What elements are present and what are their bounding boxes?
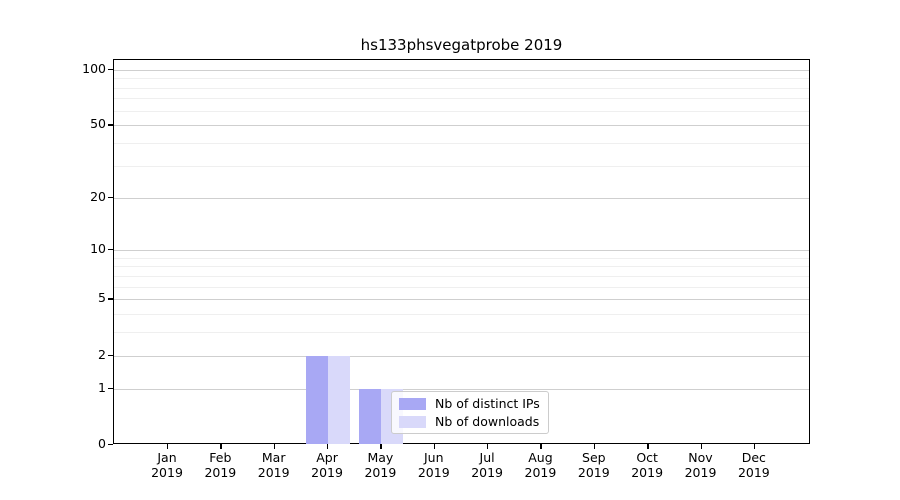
x-tick-mark bbox=[220, 444, 222, 449]
legend-label-distinct-ips: Nb of distinct IPs bbox=[435, 396, 540, 411]
gridline-minor bbox=[114, 98, 809, 100]
gridline-minor bbox=[114, 266, 809, 268]
y-tick-label: 2 bbox=[98, 346, 106, 362]
y-tick-label: 0 bbox=[98, 436, 106, 451]
x-tick-label: Nov 2019 bbox=[669, 450, 733, 480]
x-tick-year: 2019 bbox=[471, 465, 503, 480]
x-tick-mark bbox=[700, 444, 702, 449]
x-tick-label: Feb 2019 bbox=[188, 450, 252, 480]
x-tick-month: Aug bbox=[528, 450, 553, 465]
gridline-minor bbox=[114, 143, 809, 145]
gridline-minor bbox=[114, 332, 809, 334]
x-tick-year: 2019 bbox=[311, 465, 343, 480]
x-tick-label: Oct 2019 bbox=[615, 450, 679, 480]
gridline-major bbox=[114, 250, 809, 252]
x-tick-label: Apr 2019 bbox=[295, 450, 359, 480]
x-tick-month: Sep bbox=[582, 450, 606, 465]
y-tick-mark bbox=[108, 298, 113, 300]
legend-swatch-distinct-ips bbox=[399, 397, 426, 410]
x-tick-year: 2019 bbox=[737, 465, 770, 480]
x-tick-mark bbox=[327, 444, 329, 449]
gridline-major bbox=[114, 125, 809, 127]
bar-nb-of-downloads bbox=[328, 355, 351, 444]
gridline-minor bbox=[114, 275, 809, 277]
legend-item-distinct-ips: Nb of distinct IPs bbox=[399, 396, 540, 411]
x-tick-year: 2019 bbox=[364, 465, 397, 480]
x-tick-month: May bbox=[367, 450, 394, 465]
y-tick-mark bbox=[108, 444, 113, 446]
x-tick-mark bbox=[540, 444, 542, 449]
legend-swatch-downloads bbox=[399, 415, 426, 428]
gridline-major bbox=[114, 197, 809, 199]
legend: Nb of distinct IPs Nb of downloads bbox=[391, 391, 549, 434]
gridline-minor bbox=[114, 286, 809, 288]
bar-nb-of-distinct-ips bbox=[306, 355, 329, 444]
x-tick-month: Apr bbox=[316, 450, 338, 465]
y-tick-mark bbox=[108, 68, 113, 71]
gridline-minor bbox=[114, 78, 809, 80]
x-tick-year: 2019 bbox=[577, 465, 610, 480]
x-tick-month: Jul bbox=[479, 450, 495, 465]
y-tick-mark bbox=[108, 249, 113, 251]
x-tick-label: May 2019 bbox=[348, 450, 412, 480]
plot-area bbox=[113, 59, 810, 444]
gridline-minor bbox=[114, 87, 809, 89]
y-tick-label: 1 bbox=[98, 379, 106, 395]
x-tick-year: 2019 bbox=[524, 465, 557, 480]
x-tick-year: 2019 bbox=[417, 465, 450, 480]
chart-title: hs133phsvegatprobe 2019 bbox=[360, 36, 563, 54]
x-tick-month: Feb bbox=[209, 450, 232, 465]
x-tick-month: Dec bbox=[741, 450, 766, 465]
y-tick-mark bbox=[108, 387, 113, 390]
gridline-minor bbox=[114, 110, 809, 112]
y-tick-mark bbox=[108, 124, 113, 126]
x-tick-year: 2019 bbox=[684, 465, 717, 480]
x-tick-month: Nov bbox=[688, 450, 713, 465]
x-tick-month: Jan bbox=[157, 450, 177, 465]
x-tick-month: Mar bbox=[261, 450, 286, 465]
y-tick-label: 100 bbox=[82, 60, 106, 76]
gridline-major bbox=[114, 69, 809, 71]
gridline-major bbox=[114, 388, 809, 390]
x-tick-label: Jul 2019 bbox=[455, 450, 519, 480]
x-tick-mark bbox=[273, 444, 276, 449]
y-tick-label: 10 bbox=[90, 241, 106, 257]
x-tick-year: 2019 bbox=[631, 465, 664, 480]
x-tick-month: Oct bbox=[636, 450, 658, 465]
x-tick-label: Dec 2019 bbox=[722, 450, 786, 480]
gridline-major bbox=[114, 355, 809, 357]
y-tick-mark bbox=[108, 354, 113, 357]
bar-nb-of-distinct-ips bbox=[359, 388, 382, 444]
x-tick-mark bbox=[647, 444, 649, 449]
x-tick-year: 2019 bbox=[257, 465, 290, 480]
x-tick-label: Jun 2019 bbox=[402, 450, 466, 480]
x-tick-mark bbox=[593, 444, 596, 449]
y-tick-mark bbox=[108, 196, 113, 198]
x-tick-year: 2019 bbox=[151, 465, 183, 480]
gridline-major bbox=[114, 299, 809, 301]
x-tick-mark bbox=[380, 444, 382, 449]
x-tick-mark bbox=[433, 444, 436, 449]
y-tick-label: 50 bbox=[90, 116, 106, 132]
x-tick-mark bbox=[487, 444, 489, 449]
x-tick-label: Jan 2019 bbox=[135, 450, 199, 480]
x-tick-mark bbox=[167, 444, 169, 449]
x-tick-month: Jun bbox=[423, 450, 444, 465]
legend-label-downloads: Nb of downloads bbox=[435, 414, 540, 429]
y-tick-label: 5 bbox=[98, 290, 106, 306]
gridline-minor bbox=[114, 165, 809, 167]
gridline-minor bbox=[114, 314, 809, 316]
x-tick-label: Mar 2019 bbox=[242, 450, 306, 480]
x-tick-label: Sep 2019 bbox=[562, 450, 626, 480]
x-tick-year: 2019 bbox=[204, 465, 237, 480]
gridline-minor bbox=[114, 257, 809, 259]
x-tick-label: Aug 2019 bbox=[508, 450, 572, 480]
legend-item-downloads: Nb of downloads bbox=[399, 414, 540, 429]
x-tick-mark bbox=[753, 444, 756, 449]
y-tick-label: 20 bbox=[90, 188, 106, 204]
